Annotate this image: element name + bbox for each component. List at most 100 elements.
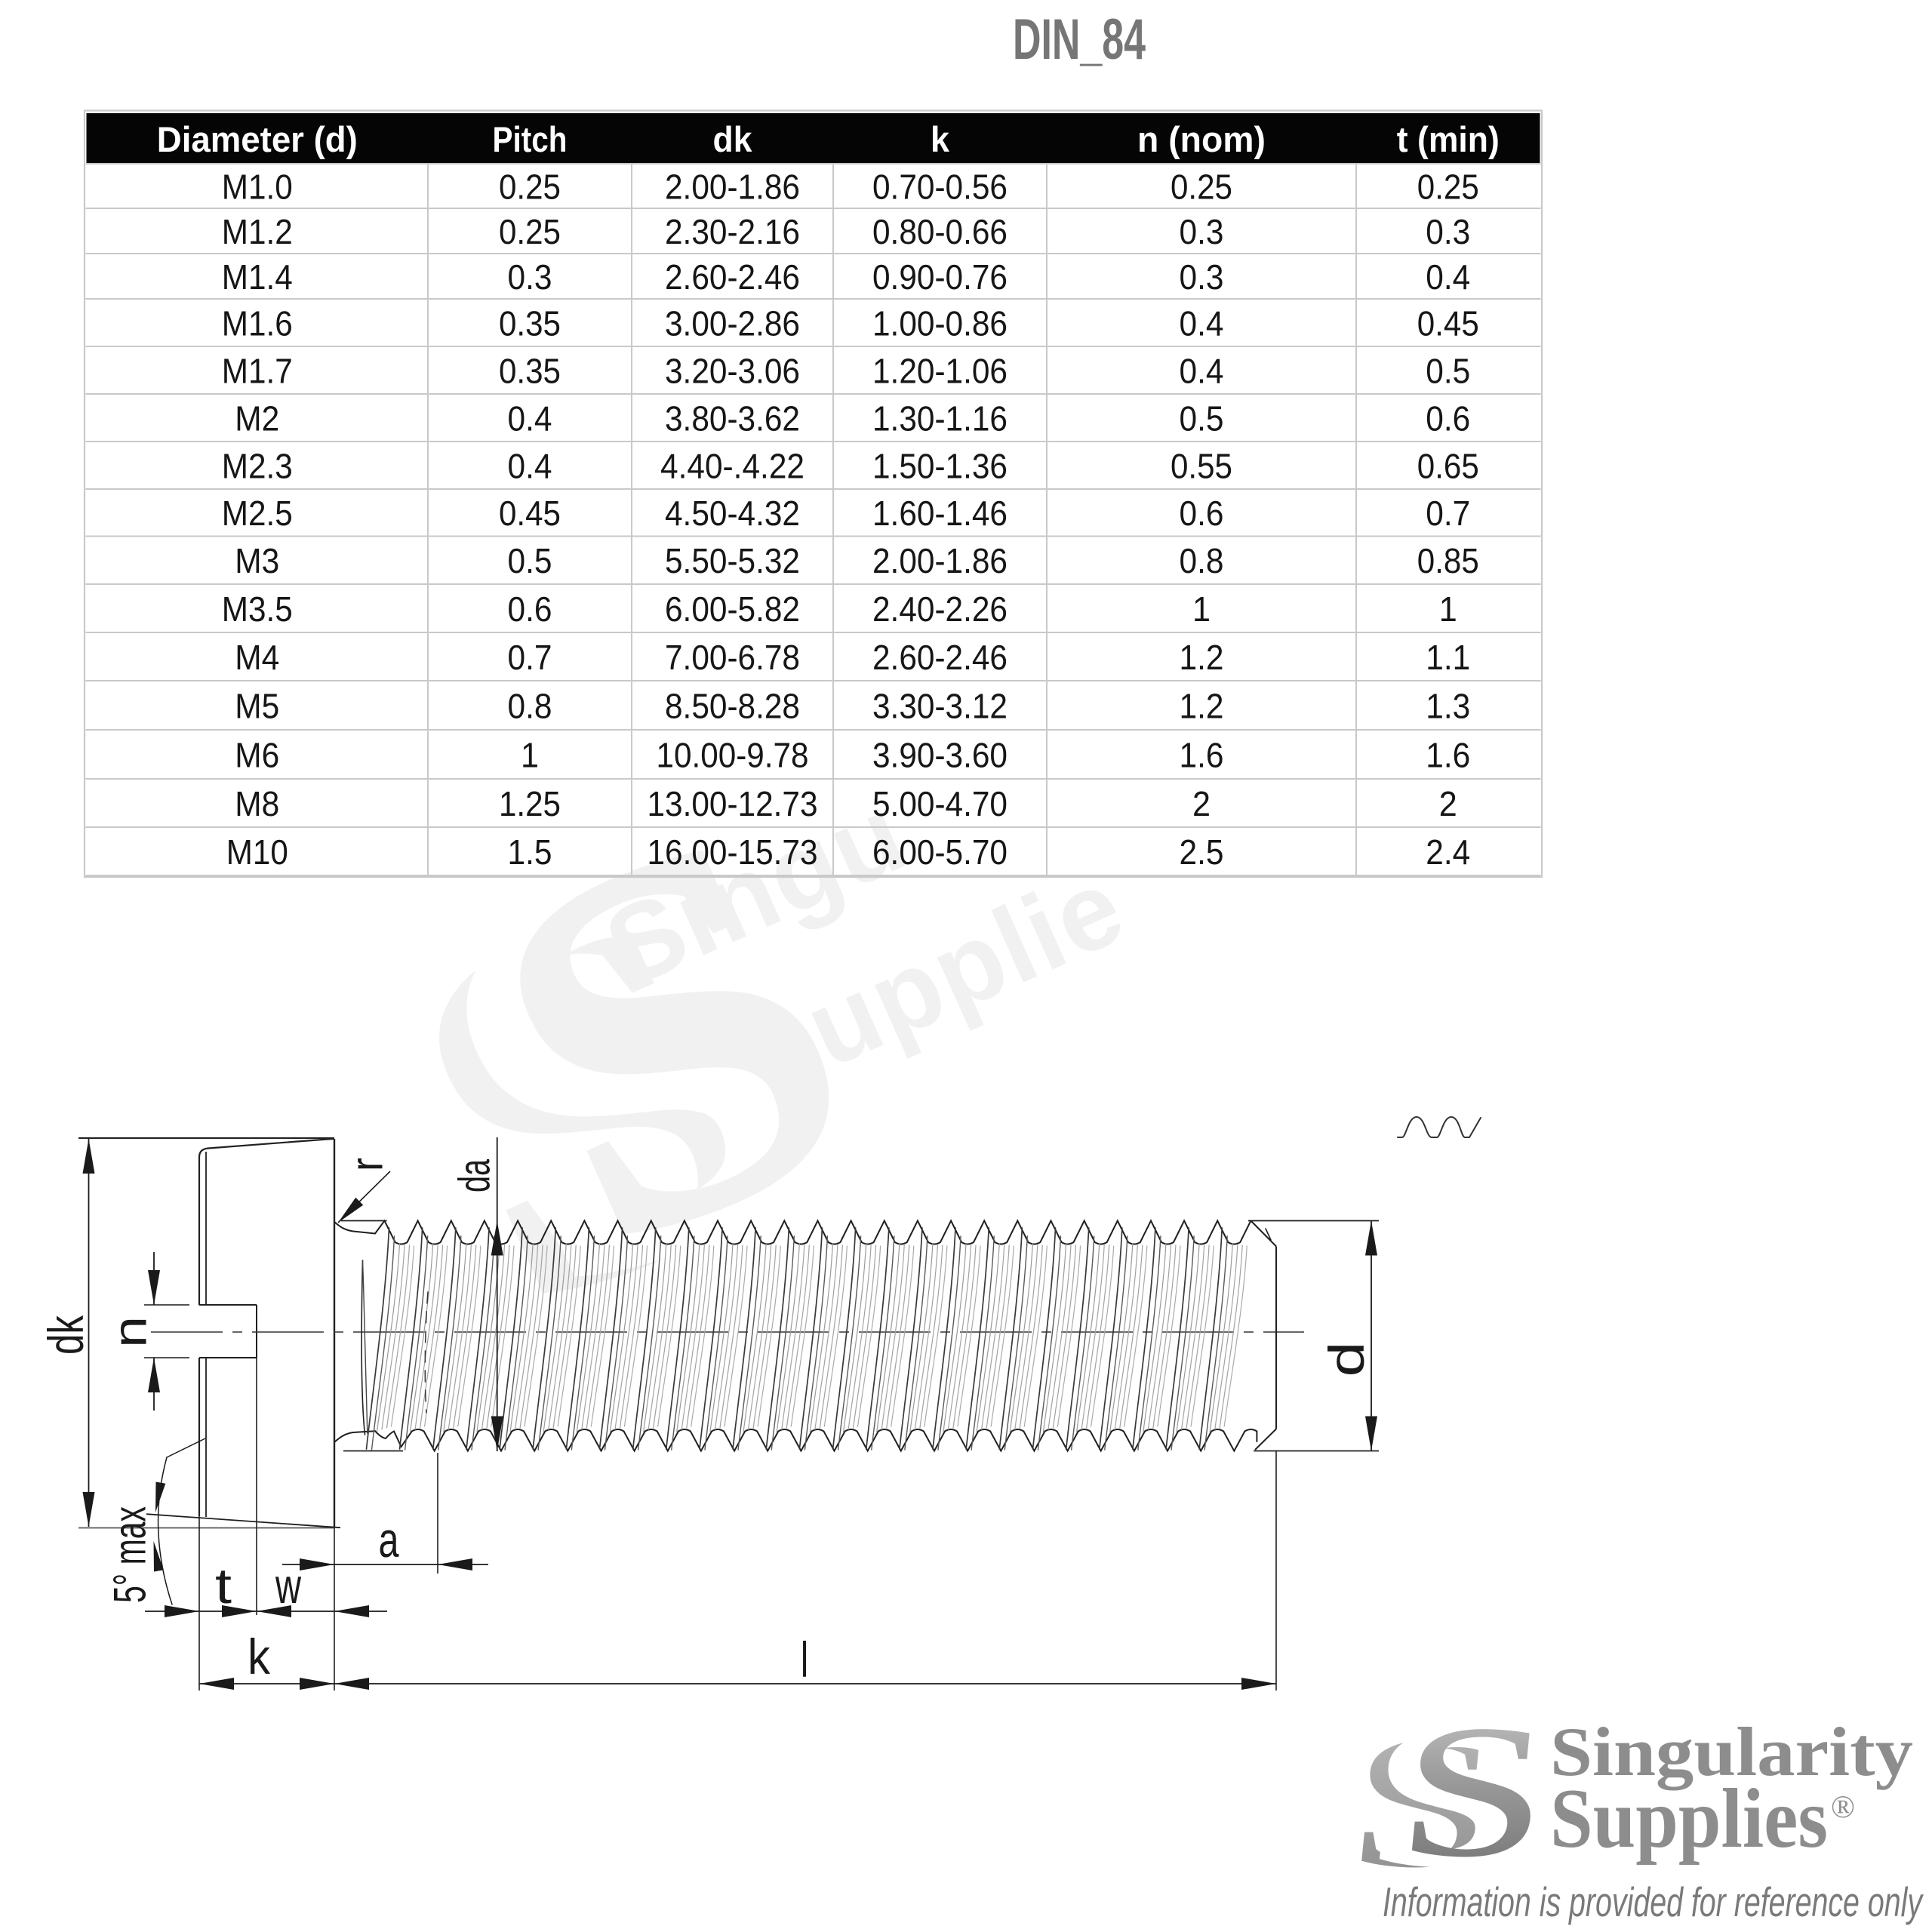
svg-text:6.00-5.82: 6.00-5.82 [665,589,800,629]
svg-text:Singularity: Singularity [1550,1713,1913,1790]
svg-text:0.25: 0.25 [499,212,561,251]
svg-text:M4: M4 [235,638,279,677]
svg-text:2.40-2.26: 2.40-2.26 [872,589,1008,629]
svg-text:0.3: 0.3 [508,257,552,297]
svg-text:0.65: 0.65 [1417,447,1479,486]
svg-text:1.25: 1.25 [499,784,561,823]
svg-text:2.30-2.16: 2.30-2.16 [665,212,800,251]
svg-text:0.70-0.56: 0.70-0.56 [872,168,1008,207]
svg-text:M6: M6 [235,736,279,775]
svg-text:5.00-4.70: 5.00-4.70 [872,784,1008,823]
svg-text:M1.4: M1.4 [222,257,293,297]
svg-text:7.00-6.78: 7.00-6.78 [665,638,800,677]
svg-text:t: t [215,1558,232,1614]
svg-text:0.25: 0.25 [499,168,561,207]
svg-text:1.6: 1.6 [1426,736,1470,775]
svg-text:1.3: 1.3 [1426,687,1470,726]
svg-text:dk: dk [38,1315,94,1355]
svg-text:0.6: 0.6 [1426,399,1470,438]
svg-text:0.5: 0.5 [1180,399,1224,438]
svg-text:2.60-2.46: 2.60-2.46 [872,638,1008,677]
svg-text:1.5: 1.5 [508,832,552,872]
svg-text:5° max: 5° max [105,1506,155,1603]
svg-text:1.00-0.86: 1.00-0.86 [872,304,1008,343]
svg-text:3.80-3.62: 3.80-3.62 [665,399,800,438]
svg-text:M3.5: M3.5 [222,589,293,629]
svg-text:Diameter (d): Diameter (d) [157,120,358,160]
svg-text:0.80-0.66: 0.80-0.66 [872,212,1008,251]
svg-text:1.2: 1.2 [1180,638,1224,677]
svg-text:1: 1 [521,736,539,775]
svg-text:S: S [1389,1686,1561,1897]
svg-text:3.90-3.60: 3.90-3.60 [872,736,1008,775]
svg-text:d: d [1318,1342,1374,1377]
svg-text:0.85: 0.85 [1417,541,1479,580]
svg-text:M1.2: M1.2 [222,212,293,251]
svg-text:0.5: 0.5 [508,541,552,580]
svg-text:M1.6: M1.6 [222,304,293,343]
svg-text:0.4: 0.4 [1180,352,1224,391]
svg-text:0.3: 0.3 [1426,212,1470,251]
svg-text:M2.5: M2.5 [222,494,293,533]
svg-text:0.35: 0.35 [499,352,561,391]
svg-text:3.30-3.12: 3.30-3.12 [872,687,1008,726]
svg-text:1.6: 1.6 [1180,736,1224,775]
svg-text:0.8: 0.8 [508,687,552,726]
svg-text:2: 2 [1439,784,1457,823]
svg-text:1.60-1.46: 1.60-1.46 [872,494,1008,533]
svg-text:k: k [931,120,950,160]
svg-text:M8: M8 [235,784,279,823]
svg-text:M3: M3 [235,541,279,580]
svg-text:5.50-5.32: 5.50-5.32 [665,541,800,580]
svg-text:M5: M5 [235,687,279,726]
svg-text:0.90-0.76: 0.90-0.76 [872,257,1008,297]
svg-text:0.3: 0.3 [1180,257,1224,297]
svg-text:0.7: 0.7 [1426,494,1470,533]
svg-text:13.00-12.73: 13.00-12.73 [648,784,818,823]
svg-text:r: r [342,1158,392,1171]
svg-text:8.50-8.28: 8.50-8.28 [665,687,800,726]
svg-text:0.6: 0.6 [1180,494,1224,533]
svg-text:0.5: 0.5 [1426,352,1470,391]
svg-text:0.45: 0.45 [499,494,561,533]
svg-text:0.35: 0.35 [499,304,561,343]
svg-text:0.4: 0.4 [1180,304,1224,343]
svg-text:0.4: 0.4 [508,447,552,486]
svg-text:0.45: 0.45 [1417,304,1479,343]
svg-text:0.55: 0.55 [1171,447,1232,486]
svg-text:dk: dk [713,120,753,160]
svg-text:a: a [379,1512,399,1568]
svg-text:1.50-1.36: 1.50-1.36 [872,447,1008,486]
svg-text:2.5: 2.5 [1180,832,1224,872]
svg-text:0.25: 0.25 [1417,168,1479,207]
svg-text:1: 1 [1439,589,1457,629]
svg-text:1: 1 [1192,589,1211,629]
svg-text:t (min): t (min) [1397,120,1500,160]
svg-text:0.6: 0.6 [508,589,552,629]
svg-text:6.00-5.70: 6.00-5.70 [872,832,1008,872]
svg-text:k: k [248,1629,271,1684]
svg-text:4.50-4.32: 4.50-4.32 [665,494,800,533]
svg-text:Pitch: Pitch [493,120,568,160]
svg-text:M2.3: M2.3 [222,447,293,486]
svg-text:0.25: 0.25 [1171,168,1232,207]
svg-text:1.30-1.16: 1.30-1.16 [872,399,1008,438]
svg-text:2.60-2.46: 2.60-2.46 [665,257,800,297]
svg-text:16.00-15.73: 16.00-15.73 [648,832,818,872]
svg-text:Supplies: Supplies [1550,1772,1828,1866]
svg-text:0.4: 0.4 [1426,257,1470,297]
svg-text:4.40-.4.22: 4.40-.4.22 [660,447,804,486]
svg-text:M1.7: M1.7 [222,352,293,391]
svg-text:M10: M10 [226,832,288,872]
svg-text:DIN_84: DIN_84 [1013,8,1146,72]
svg-text:da: da [451,1158,500,1192]
svg-text:10.00-9.78: 10.00-9.78 [657,736,809,775]
svg-text:w: w [275,1558,301,1614]
svg-text:M2: M2 [235,399,279,438]
svg-text:2.00-1.86: 2.00-1.86 [872,541,1008,580]
svg-text:l: l [801,1632,808,1687]
svg-text:2: 2 [1192,784,1211,823]
svg-text:2.00-1.86: 2.00-1.86 [665,168,800,207]
svg-text:S: S [1339,1697,1510,1907]
svg-text:S: S [1364,1691,1535,1902]
